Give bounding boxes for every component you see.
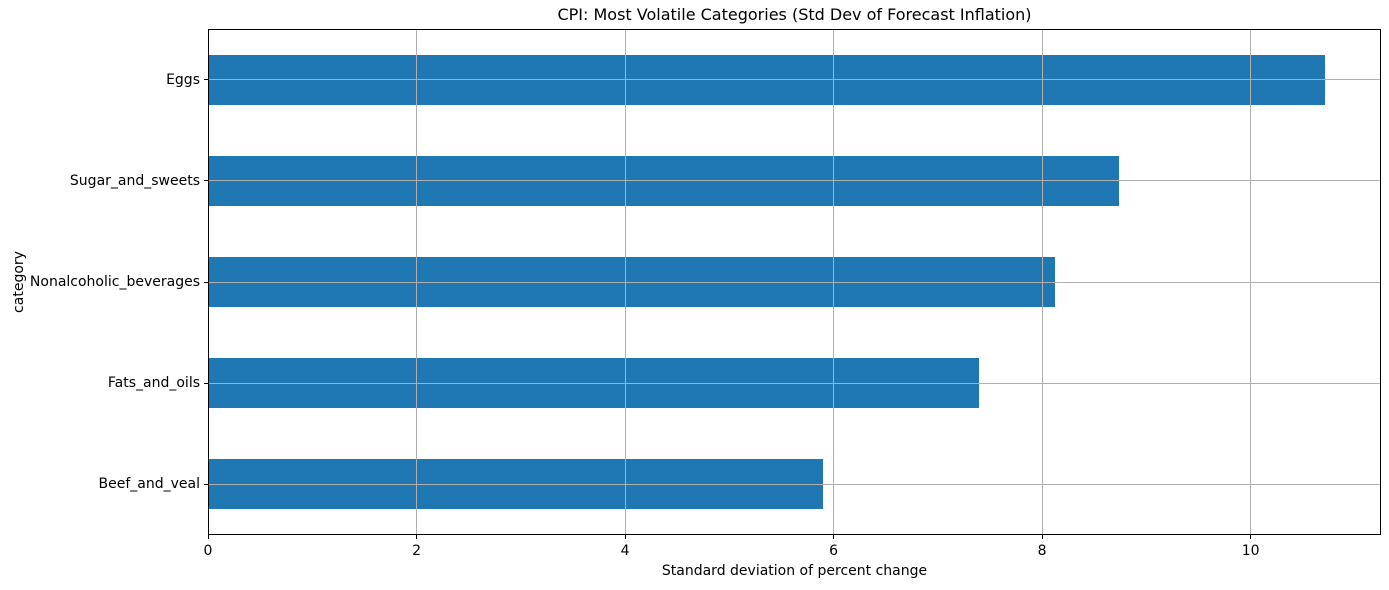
x-tick: [624, 535, 626, 539]
x-tick-label: 8: [1037, 543, 1047, 559]
x-tick-label: 2: [412, 543, 421, 559]
x-axis-label: Standard deviation of percent change: [661, 563, 928, 579]
y-tick: [204, 180, 208, 182]
y-gridline: [208, 483, 1381, 485]
y-axis-label: category: [11, 251, 27, 313]
y-tick: [204, 382, 208, 384]
x-tick: [207, 535, 209, 539]
y-tick-label: Nonalcoholic_beverages: [29, 274, 200, 290]
y-gridline: [208, 180, 1381, 182]
y-tick: [204, 483, 208, 485]
x-tick-label: 0: [203, 543, 213, 559]
y-gridline: [208, 382, 1381, 384]
x-tick-label: 4: [620, 543, 630, 559]
y-tick: [204, 281, 208, 283]
y-gridline: [208, 79, 1381, 81]
y-tick: [204, 79, 208, 81]
y-tick-label: Fats_and_oils: [107, 375, 200, 392]
x-tick: [833, 535, 835, 539]
x-tick: [416, 535, 418, 539]
y-tick-label: Sugar_and_sweets: [69, 172, 200, 189]
y-tick-label: Eggs: [166, 71, 200, 88]
x-tick-label: 10: [1241, 543, 1260, 559]
y-gridline: [208, 281, 1381, 283]
x-tick: [1041, 535, 1043, 539]
x-tick: [1250, 535, 1252, 539]
chart-title: CPI: Most Volatile Categories (Std Dev o…: [557, 5, 1032, 24]
y-tick-label: Beef_and_veal: [98, 476, 200, 493]
x-tick-label: 6: [829, 543, 839, 559]
